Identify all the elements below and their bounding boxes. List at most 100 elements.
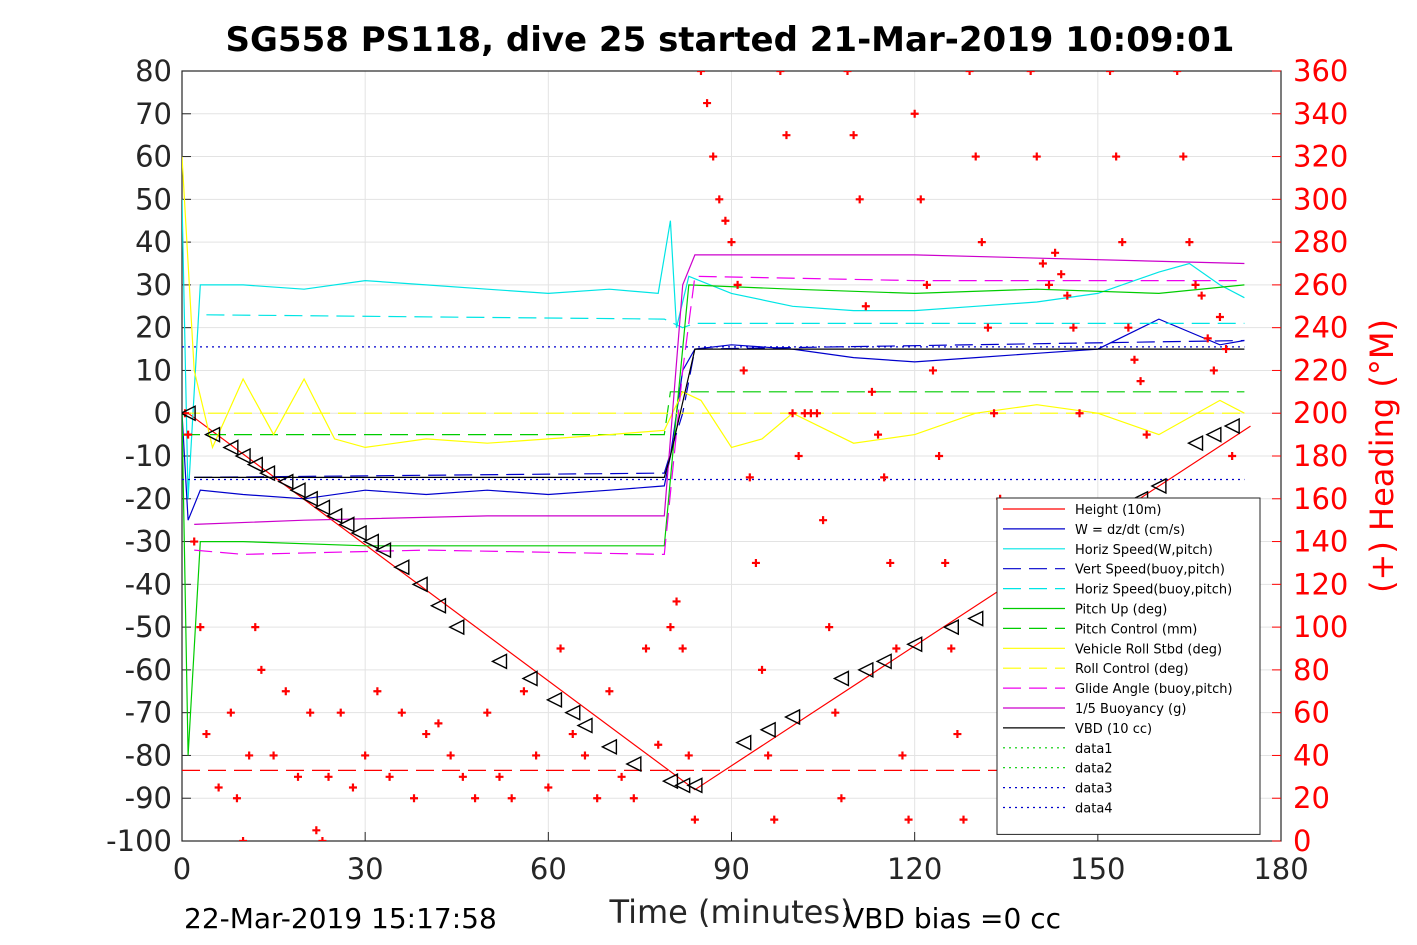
heading-point bbox=[867, 387, 876, 396]
heading-point bbox=[245, 751, 254, 760]
left-tick-label: 60 bbox=[135, 140, 172, 174]
height-marker bbox=[490, 653, 508, 670]
heading-point bbox=[898, 751, 907, 760]
heading-point bbox=[226, 708, 235, 717]
height-marker bbox=[203, 426, 221, 443]
heading-point bbox=[935, 452, 944, 460]
footer-vbd-bias: VBD bias =0 cc bbox=[845, 902, 1061, 935]
height-marker bbox=[545, 691, 563, 708]
left-tick-label: 80 bbox=[135, 54, 172, 88]
heading-point bbox=[886, 558, 895, 567]
heading-point bbox=[1032, 152, 1041, 161]
heading-point bbox=[471, 794, 480, 803]
heading-point bbox=[788, 409, 797, 418]
legend-label: data1 bbox=[1075, 742, 1113, 757]
heading-point bbox=[837, 794, 846, 803]
right-tick-label: 20 bbox=[1293, 781, 1330, 815]
left-tick-label: 40 bbox=[135, 225, 172, 259]
heading-point bbox=[684, 751, 693, 760]
heading-point bbox=[861, 302, 870, 311]
height-marker bbox=[661, 772, 679, 790]
heading-point bbox=[184, 430, 193, 439]
height-marker bbox=[277, 473, 294, 490]
left-tick-label: -20 bbox=[125, 482, 172, 516]
x-tick-label: 60 bbox=[530, 852, 567, 886]
heading-point bbox=[959, 815, 968, 824]
height-marker bbox=[1223, 417, 1240, 435]
heading-point bbox=[1215, 312, 1224, 321]
left-tick-label: -50 bbox=[125, 610, 172, 644]
legend-label: data3 bbox=[1075, 782, 1113, 797]
heading-point bbox=[312, 826, 321, 835]
height-marker bbox=[393, 559, 410, 576]
heading-point bbox=[812, 409, 821, 418]
heading-point bbox=[532, 751, 541, 760]
height-marker bbox=[759, 721, 776, 738]
legend-label: Pitch Up (deg) bbox=[1075, 603, 1167, 618]
heading-point bbox=[257, 665, 266, 674]
height-marker bbox=[967, 610, 984, 627]
heading-point bbox=[654, 740, 663, 749]
legend-box bbox=[996, 497, 1261, 835]
heading-point bbox=[1209, 366, 1218, 375]
series-line bbox=[182, 199, 1245, 499]
height-marker bbox=[374, 541, 392, 559]
height-marker bbox=[429, 597, 447, 614]
heading-point bbox=[709, 152, 718, 161]
heading-point bbox=[874, 430, 883, 439]
heading-point bbox=[819, 516, 828, 525]
heading-point bbox=[892, 644, 901, 653]
heading-point bbox=[1075, 409, 1084, 418]
heading-point bbox=[556, 644, 565, 653]
right-tick-label: 280 bbox=[1293, 225, 1348, 259]
height-marker bbox=[906, 636, 923, 653]
height-marker bbox=[942, 618, 959, 636]
series-line bbox=[194, 339, 1245, 478]
heading-point bbox=[1112, 152, 1121, 161]
legend-label: Height (10m) bbox=[1075, 503, 1161, 518]
height-marker bbox=[564, 704, 581, 721]
right-tick-label: 340 bbox=[1293, 97, 1348, 131]
heading-point bbox=[983, 323, 992, 332]
heading-point bbox=[1185, 238, 1194, 247]
x-tick-label: 150 bbox=[1070, 852, 1125, 886]
heading-point bbox=[281, 687, 290, 696]
heading-point bbox=[990, 409, 999, 418]
height-marker bbox=[832, 670, 850, 687]
left-tick-label: 20 bbox=[135, 311, 172, 345]
series-line bbox=[194, 275, 1245, 556]
right-tick-label: 200 bbox=[1293, 396, 1348, 430]
right-tick-label: 320 bbox=[1293, 140, 1348, 174]
heading-point bbox=[1026, 71, 1035, 75]
heading-point bbox=[434, 719, 443, 728]
height-marker bbox=[674, 777, 691, 794]
heading-point bbox=[544, 783, 553, 792]
right-tick-label: 80 bbox=[1293, 653, 1330, 687]
heading-point bbox=[739, 366, 748, 375]
heading-point bbox=[916, 195, 925, 204]
left-tick-label: -80 bbox=[125, 738, 172, 772]
legend-label: Roll Control (deg) bbox=[1075, 662, 1189, 677]
height-marker bbox=[875, 653, 892, 670]
heading-point bbox=[1142, 430, 1151, 439]
height-marker bbox=[1205, 426, 1222, 443]
heading-point bbox=[495, 772, 504, 781]
heading-point bbox=[642, 644, 651, 653]
left-tick-label: 10 bbox=[135, 353, 172, 387]
heading-point bbox=[825, 623, 834, 632]
heading-point bbox=[953, 730, 962, 739]
chart-title: SG558 PS118, dive 25 started 21-Mar-2019… bbox=[226, 20, 1235, 60]
left-tick-label: -100 bbox=[106, 824, 172, 858]
heading-point bbox=[941, 558, 950, 567]
heading-point bbox=[348, 783, 357, 792]
heading-point bbox=[977, 238, 986, 247]
height-marker bbox=[362, 533, 379, 550]
right-tick-label: 180 bbox=[1293, 439, 1348, 473]
heading-point bbox=[1038, 259, 1047, 268]
heading-point bbox=[251, 623, 260, 632]
heading-point bbox=[947, 644, 956, 653]
left-tick-label: -10 bbox=[125, 439, 172, 473]
heading-point bbox=[666, 623, 675, 632]
right-tick-label: 260 bbox=[1293, 268, 1348, 302]
heading-point bbox=[373, 687, 382, 696]
